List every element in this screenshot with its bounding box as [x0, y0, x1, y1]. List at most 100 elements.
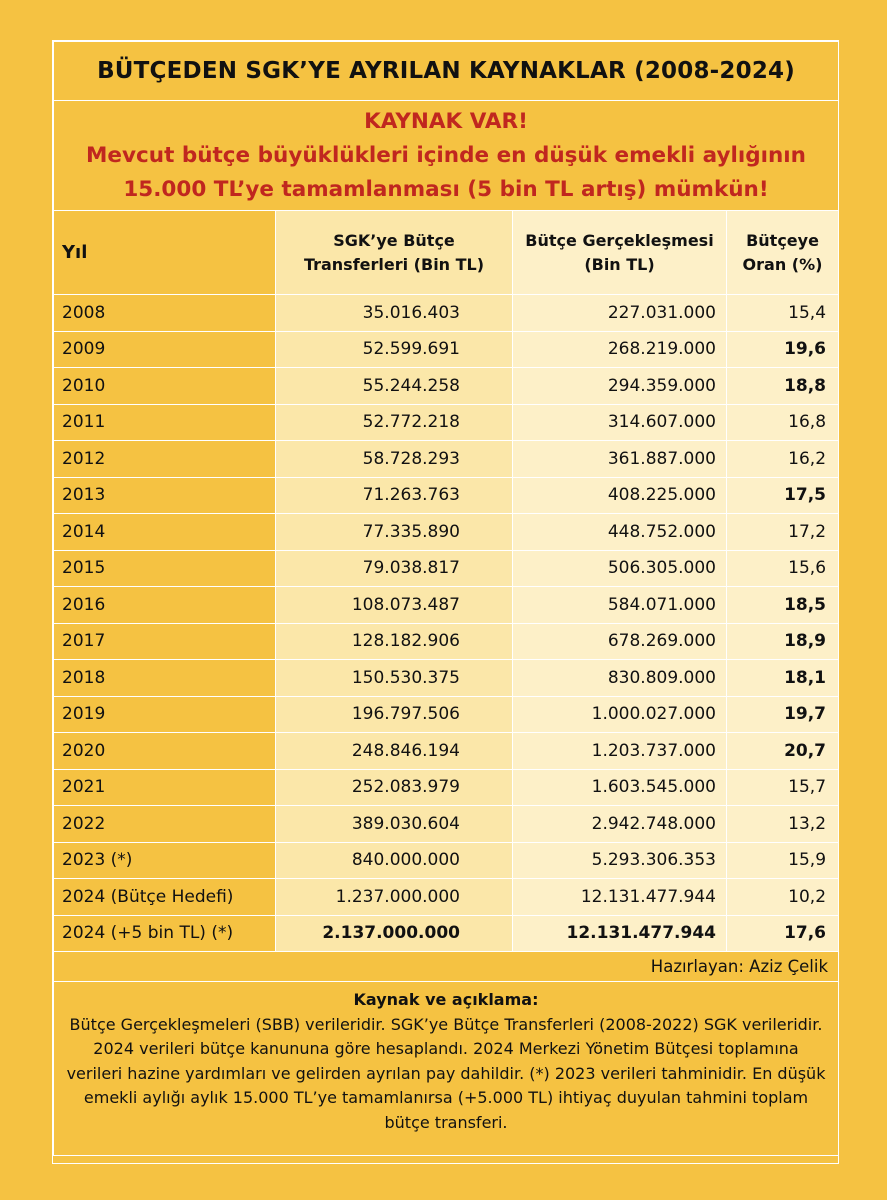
cell-budget-realization: 448.752.000: [512, 513, 727, 551]
table-row: 2019 196.797.506 1.000.027.000 19,7: [53, 695, 840, 733]
cell-budget-realization: 2.942.748.000: [512, 805, 727, 843]
table-header-row: Yıl SGK’ye Bütçe Transferleri (Bin TL) B…: [53, 210, 840, 295]
table-row: 2016 108.073.487 584.071.000 18,5: [53, 586, 840, 624]
cell-sgk-transfer: 196.797.506: [275, 695, 513, 733]
headline-line-1: KAYNAK VAR!: [364, 109, 528, 134]
table-row: 2023 (*) 840.000.000 5.293.306.353 15,9: [53, 841, 840, 879]
cell-budget-realization: 12.131.477.944: [512, 914, 727, 952]
table-row: 2017 128.182.906 678.269.000 18,9: [53, 622, 840, 660]
table-row: 2015 79.038.817 506.305.000 15,6: [53, 549, 840, 587]
cell-budget-realization: 506.305.000: [512, 549, 727, 587]
cell-sgk-transfer: 77.335.890: [275, 513, 513, 551]
table-row: 2013 71.263.763 408.225.000 17,5: [53, 476, 840, 514]
cell-budget-ratio: 18,5: [725, 586, 840, 624]
table-row: 2011 52.772.218 314.607.000 16,8: [53, 403, 840, 441]
cell-sgk-transfer: 252.083.979: [275, 768, 513, 806]
notes-text: Bütçe Gerçekleşmeleri (SBB) verileridir.…: [66, 1014, 826, 1132]
cell-year: 2023 (*): [53, 841, 276, 879]
cell-year: 2017: [53, 622, 276, 660]
cell-budget-realization: 408.225.000: [512, 476, 727, 514]
notes-title: Kaynak ve açıklama:: [353, 990, 539, 1009]
cell-year: 2011: [53, 403, 276, 441]
cell-year: 2020: [53, 732, 276, 770]
table-row: 2018 150.530.375 830.809.000 18,1: [53, 659, 840, 697]
cell-sgk-transfer: 58.728.293: [275, 440, 513, 478]
cell-year: 2024 (+5 bin TL) (*): [53, 914, 276, 952]
cell-budget-ratio: 15,7: [725, 768, 840, 806]
cell-budget-ratio: 10,2: [725, 878, 840, 916]
cell-year: 2015: [53, 549, 276, 587]
cell-sgk-transfer: 52.772.218: [275, 403, 513, 441]
cell-budget-realization: 1.603.545.000: [512, 768, 727, 806]
page-title: BÜTÇEDEN SGK’YE AYRILAN KAYNAKLAR (2008-…: [52, 41, 840, 101]
notes: Kaynak ve açıklama: Bütçe Gerçekleşmeler…: [52, 981, 840, 1156]
cell-sgk-transfer: 71.263.763: [275, 476, 513, 514]
cell-sgk-transfer: 79.038.817: [275, 549, 513, 587]
budget-table: BÜTÇEDEN SGK’YE AYRILAN KAYNAKLAR (2008-…: [52, 41, 840, 1156]
cell-budget-realization: 830.809.000: [512, 659, 727, 697]
cell-budget-ratio: 18,9: [725, 622, 840, 660]
cell-budget-ratio: 15,9: [725, 841, 840, 879]
cell-sgk-transfer: 55.244.258: [275, 367, 513, 405]
table-row: 2014 77.335.890 448.752.000 17,2: [53, 513, 840, 551]
cell-year: 2010: [53, 367, 276, 405]
cell-sgk-transfer: 52.599.691: [275, 330, 513, 368]
cell-budget-realization: 5.293.306.353: [512, 841, 727, 879]
table-row: 2010 55.244.258 294.359.000 18,8: [53, 367, 840, 405]
cell-year: 2014: [53, 513, 276, 551]
cell-budget-realization: 361.887.000: [512, 440, 727, 478]
table-row: 2009 52.599.691 268.219.000 19,6: [53, 330, 840, 368]
cell-budget-ratio: 17,2: [725, 513, 840, 551]
cell-budget-realization: 584.071.000: [512, 586, 727, 624]
column-header-budget-ratio: Bütçeye Oran (%): [725, 210, 840, 295]
cell-budget-ratio: 17,5: [725, 476, 840, 514]
cell-budget-ratio: 13,2: [725, 805, 840, 843]
column-header-sgk-transfers: SGK’ye Bütçe Transferleri (Bin TL): [275, 210, 513, 295]
cell-budget-ratio: 19,6: [725, 330, 840, 368]
cell-year: 2022: [53, 805, 276, 843]
headline: KAYNAK VAR! Mevcut bütçe büyüklükleri iç…: [52, 100, 840, 211]
cell-budget-ratio: 16,2: [725, 440, 840, 478]
cell-budget-ratio: 20,7: [725, 732, 840, 770]
cell-budget-ratio: 15,4: [725, 294, 840, 332]
cell-budget-realization: 294.359.000: [512, 367, 727, 405]
cell-year: 2024 (Bütçe Hedefi): [53, 878, 276, 916]
column-header-budget-realization: Bütçe Gerçekleşmesi (Bin TL): [512, 210, 727, 295]
cell-sgk-transfer: 840.000.000: [275, 841, 513, 879]
cell-sgk-transfer: 128.182.906: [275, 622, 513, 660]
cell-sgk-transfer: 35.016.403: [275, 294, 513, 332]
cell-budget-ratio: 15,6: [725, 549, 840, 587]
cell-sgk-transfer: 2.137.000.000: [275, 914, 513, 952]
cell-year: 2013: [53, 476, 276, 514]
cell-year: 2018: [53, 659, 276, 697]
cell-sgk-transfer: 389.030.604: [275, 805, 513, 843]
cell-budget-realization: 12.131.477.944: [512, 878, 727, 916]
cell-budget-realization: 227.031.000: [512, 294, 727, 332]
infographic-frame: BÜTÇEDEN SGK’YE AYRILAN KAYNAKLAR (2008-…: [52, 40, 840, 1164]
cell-budget-ratio: 16,8: [725, 403, 840, 441]
cell-year: 2008: [53, 294, 276, 332]
table-row: 2008 35.016.403 227.031.000 15,4: [53, 294, 840, 332]
headline-line-2: Mevcut bütçe büyüklükleri içinde en düşü…: [86, 143, 806, 168]
table-row: 2020 248.846.194 1.203.737.000 20,7: [53, 732, 840, 770]
cell-year: 2009: [53, 330, 276, 368]
table-row: 2012 58.728.293 361.887.000 16,2: [53, 440, 840, 478]
cell-budget-realization: 268.219.000: [512, 330, 727, 368]
headline-line-3: 15.000 TL’ye tamamlanması (5 bin TL artı…: [123, 177, 769, 202]
cell-budget-realization: 1.000.027.000: [512, 695, 727, 733]
cell-sgk-transfer: 248.846.194: [275, 732, 513, 770]
cell-budget-ratio: 17,6: [725, 914, 840, 952]
prepared-by: Hazırlayan: Aziz Çelik: [52, 951, 840, 982]
cell-budget-ratio: 18,1: [725, 659, 840, 697]
cell-budget-ratio: 18,8: [725, 367, 840, 405]
cell-sgk-transfer: 108.073.487: [275, 586, 513, 624]
cell-sgk-transfer: 1.237.000.000: [275, 878, 513, 916]
table-row: 2022 389.030.604 2.942.748.000 13,2: [53, 805, 840, 843]
cell-sgk-transfer: 150.530.375: [275, 659, 513, 697]
cell-budget-realization: 314.607.000: [512, 403, 727, 441]
cell-year: 2021: [53, 768, 276, 806]
cell-budget-realization: 678.269.000: [512, 622, 727, 660]
cell-year: 2019: [53, 695, 276, 733]
cell-year: 2016: [53, 586, 276, 624]
cell-budget-realization: 1.203.737.000: [512, 732, 727, 770]
